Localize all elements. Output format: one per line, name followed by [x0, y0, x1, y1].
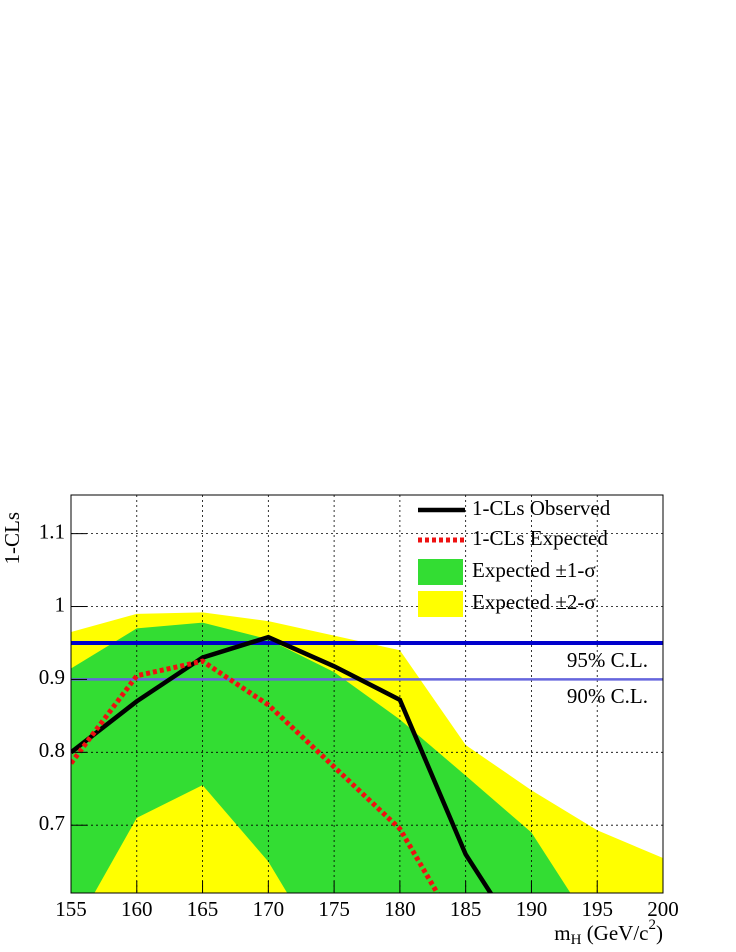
x-tick-label: 190	[516, 897, 548, 921]
x-tick-label: 170	[253, 897, 285, 921]
legend-swatch	[418, 559, 463, 585]
cl-label: 95% C.L.	[567, 648, 648, 672]
y-tick-label: 1.1	[39, 519, 65, 543]
x-label-part: (GeV/c	[581, 921, 648, 945]
y-axis-label: 1-CLs	[0, 512, 24, 565]
x-tick-label: 180	[384, 897, 416, 921]
plot-area	[71, 495, 663, 893]
plot-frame	[70, 494, 664, 894]
y-tick-label: 0.9	[39, 665, 65, 689]
cl-label: 90% C.L.	[567, 684, 648, 708]
x-tick-label: 200	[647, 897, 679, 921]
legend-label: 1-CLs Observed	[472, 496, 611, 520]
x-tick-label: 155	[55, 897, 87, 921]
x-axis-label: mH (GeV/c2)	[554, 917, 663, 948]
legend-label: Expected ±2-σ	[472, 590, 596, 614]
x-tick-label: 185	[450, 897, 482, 921]
legend-swatch	[418, 591, 463, 617]
y-tick-label: 0.7	[39, 811, 65, 835]
x-label-part: m	[554, 921, 570, 945]
y-tick-label: 1	[55, 592, 66, 616]
x-tick-label: 175	[318, 897, 350, 921]
x-label-sub: H	[571, 932, 582, 948]
y-tick-label: 0.8	[39, 738, 65, 762]
legend-label: Expected ±1-σ	[472, 558, 596, 582]
x-label-part: )	[656, 921, 663, 945]
series-line	[71, 658, 441, 893]
x-tick-label: 195	[581, 897, 613, 921]
overlay: 155 160 165 170 175 180 185 190 195 200 0.7 0.8 0.9 1…	[39, 494, 679, 921]
x-label-sup: 2	[649, 917, 657, 933]
legend-label: 1-CLs Expected	[472, 526, 608, 550]
series-line	[71, 634, 494, 893]
x-tick-label: 165	[187, 897, 219, 921]
x-tick-label: 160	[121, 897, 153, 921]
